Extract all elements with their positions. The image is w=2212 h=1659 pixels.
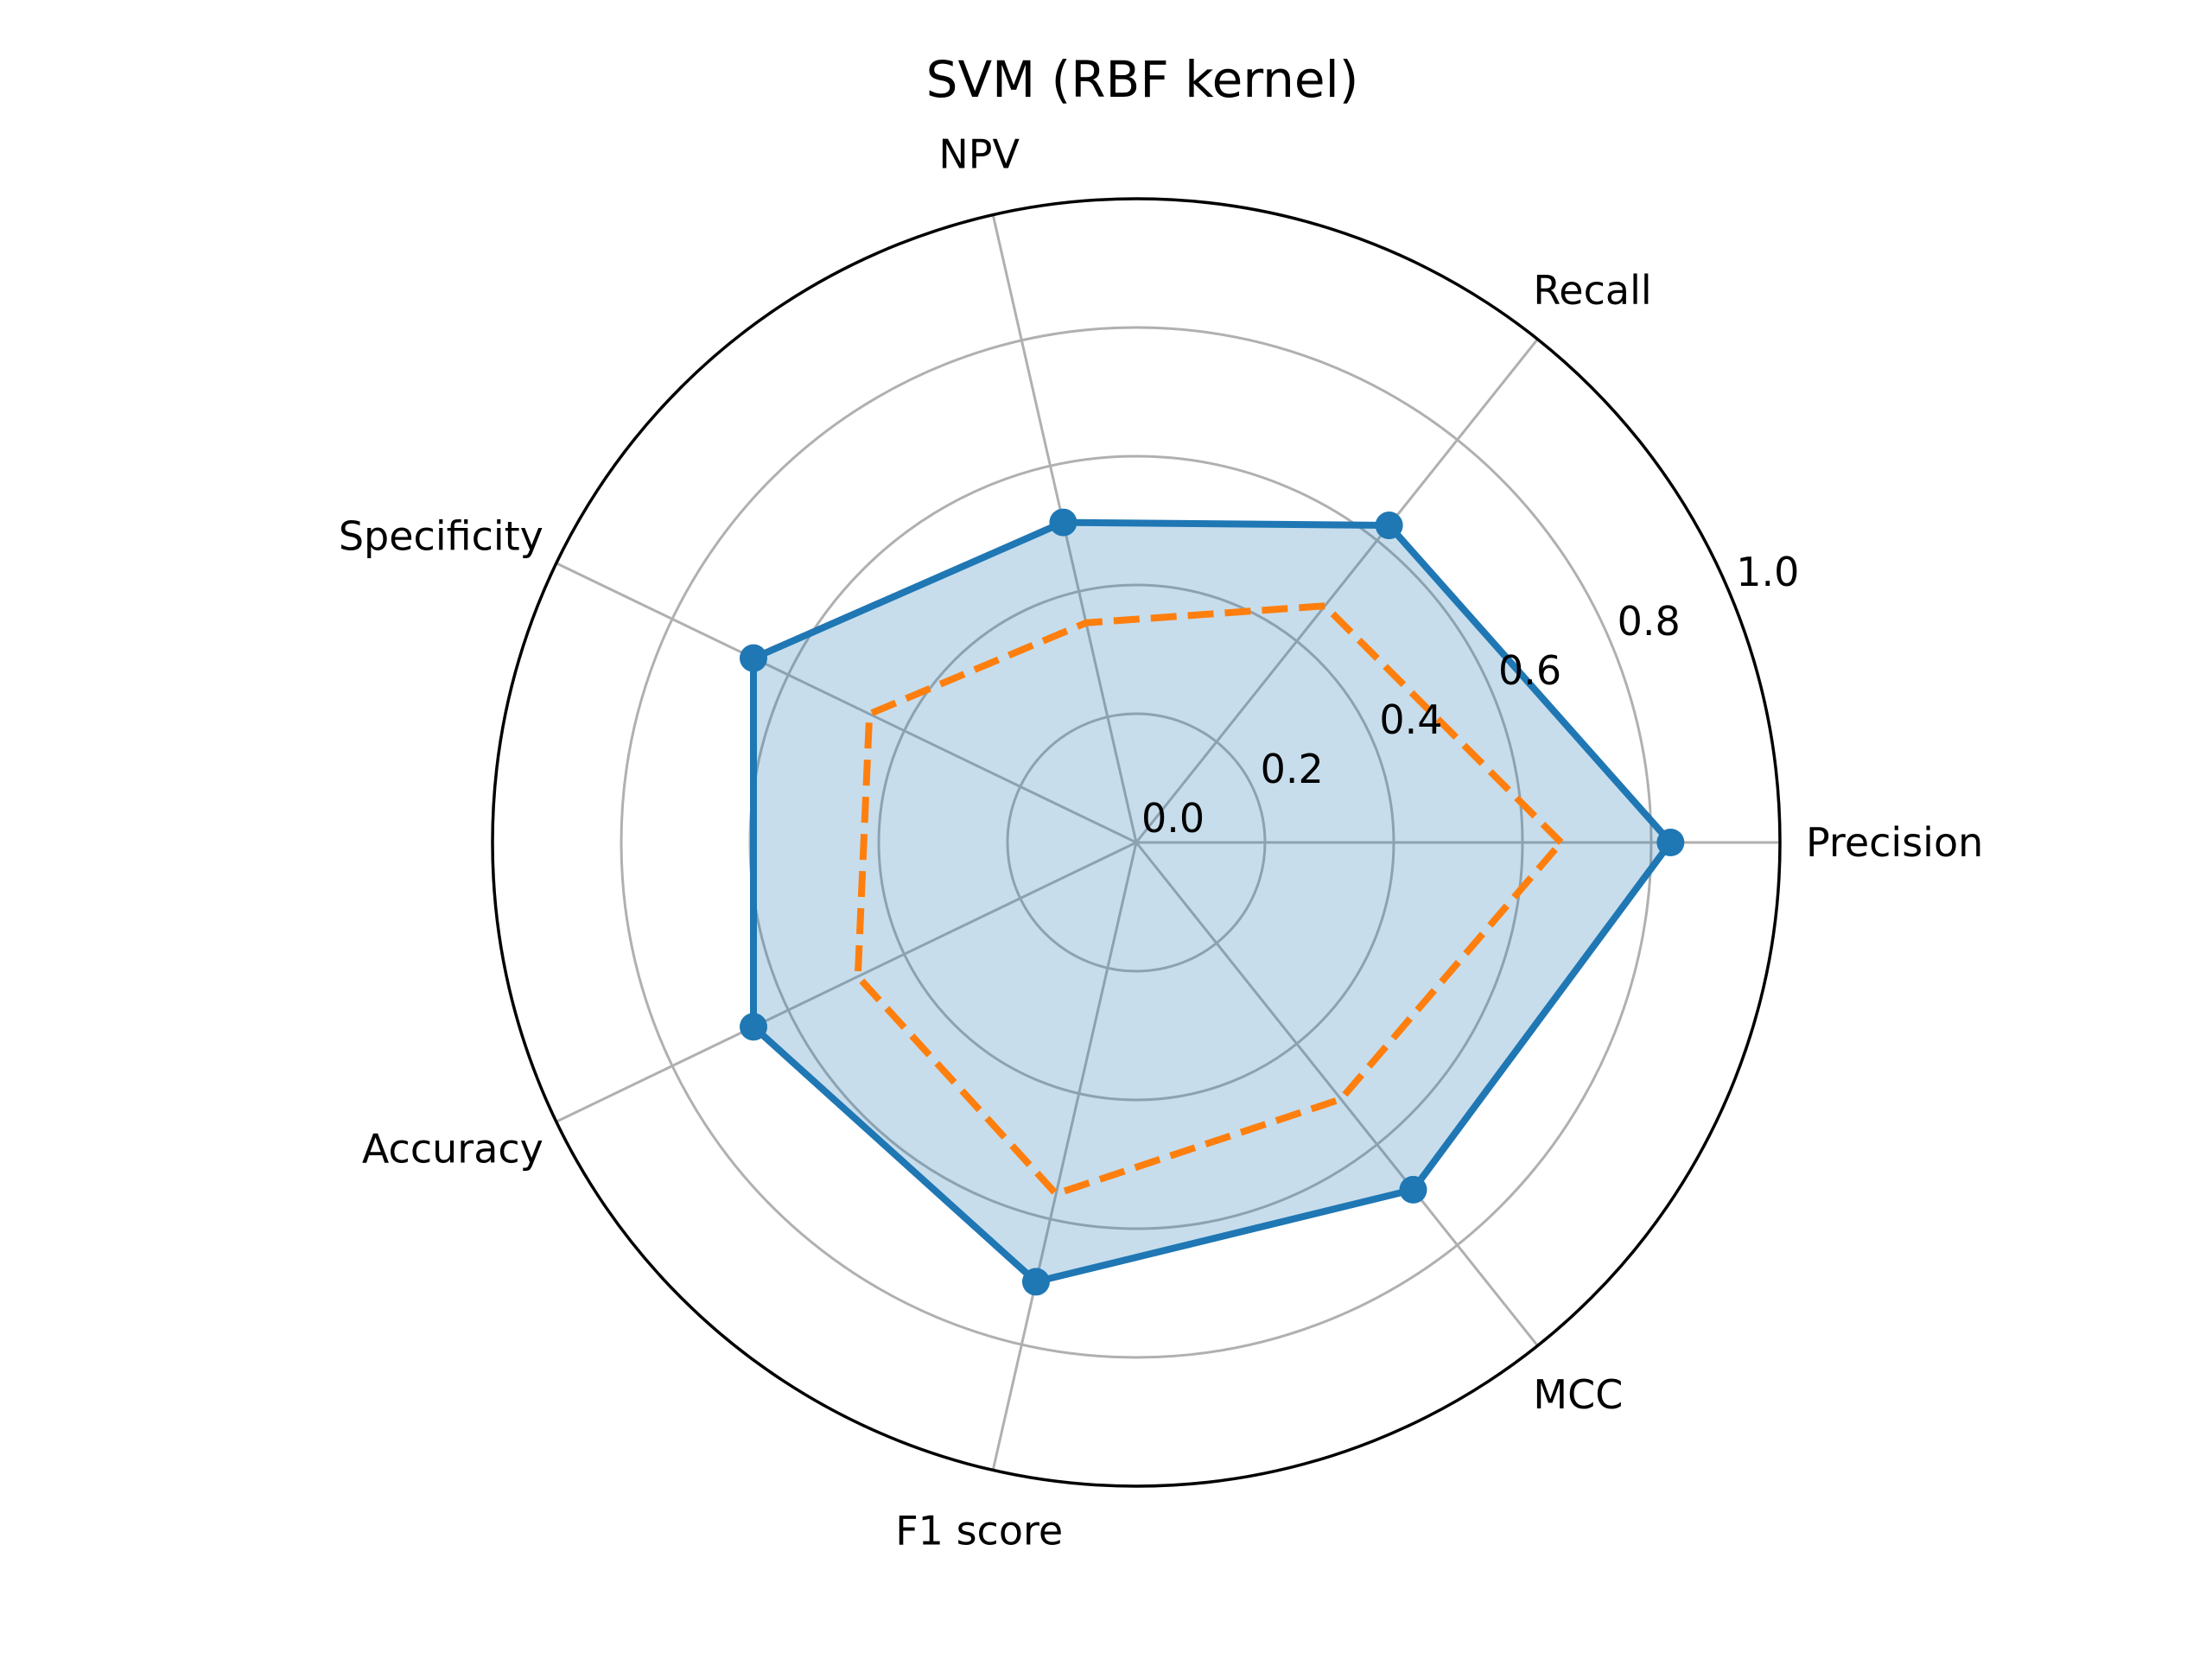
axis-labels: Precision Recall NPV Specificity Accuracy F1 …	[339, 130, 1983, 1554]
chart-title: SVM (RBF kernel)	[926, 50, 1359, 109]
radial-tick-labels: 0.0 0.2 0.4 0.6 0.8 1.0	[1141, 549, 1799, 842]
series-1-line	[854, 602, 1565, 1198]
series-0-point-0	[1656, 829, 1685, 856]
radial-tick-label-1: 0.2	[1261, 746, 1324, 792]
radial-tick-label-0: 0.0	[1141, 795, 1205, 842]
series-0-point-3	[739, 644, 767, 672]
axis-label-precision: Precision	[1806, 819, 1983, 866]
series-0-line	[750, 518, 1675, 1286]
axis-label-accuracy: Accuracy	[362, 1125, 543, 1172]
spoke-5	[991, 842, 1138, 1471]
axis-label-recall: Recall	[1533, 267, 1651, 314]
axis-label-npv: NPV	[938, 130, 1020, 177]
axis-label-mcc: MCC	[1533, 1371, 1623, 1418]
series-0-area	[753, 522, 1671, 1282]
spoke-6	[1135, 842, 1539, 1347]
series-0-point-5	[1021, 1268, 1050, 1296]
outer-circle	[491, 197, 1782, 1488]
series-0-point-4	[739, 1013, 767, 1041]
axis-label-specificity: Specificity	[339, 513, 543, 560]
spoke-4	[556, 841, 1137, 1123]
radial-tick-label-3: 0.6	[1498, 647, 1561, 694]
series-0-point-2	[1049, 508, 1077, 537]
axis-label-f1-score: F1 score	[895, 1508, 1063, 1554]
series-0-point-6	[1399, 1175, 1427, 1204]
radial-tick-label-2: 0.4	[1379, 696, 1442, 743]
series-layer	[739, 508, 1685, 1296]
radial-tick-label-5: 1.0	[1736, 549, 1799, 595]
radial-tick-label-4: 0.8	[1618, 598, 1681, 645]
outer-frame	[491, 197, 1782, 1488]
spoke-1	[1135, 338, 1539, 843]
series-0-point-1	[1375, 512, 1403, 540]
spoke-3	[556, 562, 1137, 844]
